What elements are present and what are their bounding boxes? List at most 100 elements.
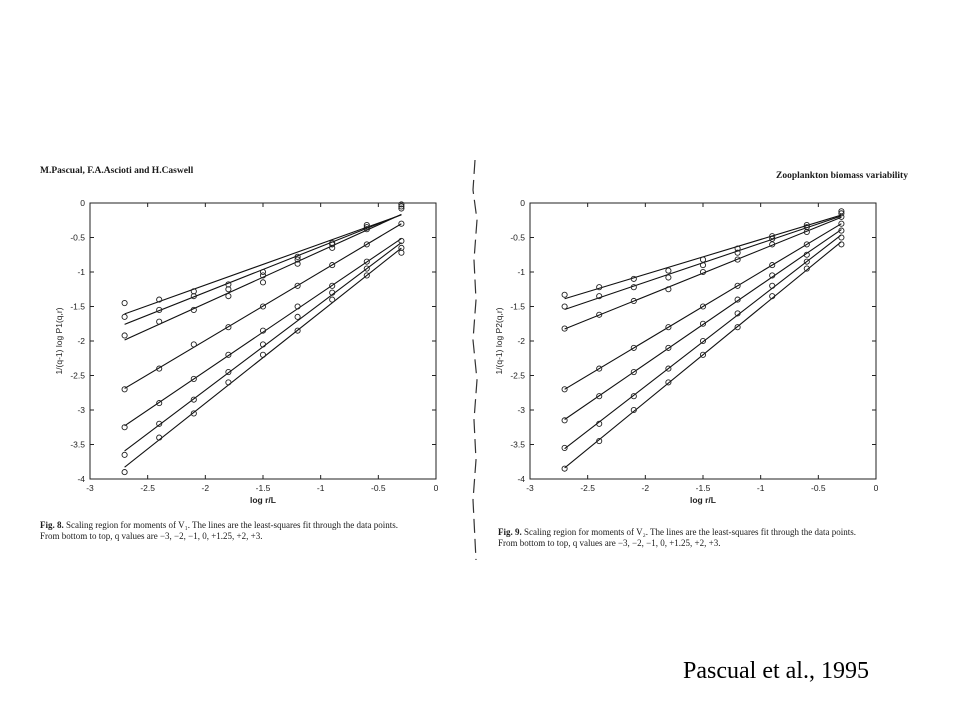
fig9-chart: -3 -2.5 -2 -1.5 -1 -0.5 0 0 -0.5 -1 -1.5 -2 -2.5 -3 -3… xyxy=(494,198,879,505)
data-point xyxy=(190,341,197,348)
y-tick-label: 0 xyxy=(520,198,525,208)
data-point xyxy=(294,256,301,263)
data-point xyxy=(121,386,128,393)
x-tick-label: 0 xyxy=(874,483,879,493)
series-q-minus1 xyxy=(121,237,405,431)
data-point xyxy=(630,393,637,400)
citation-credit: Pascual et al., 1995 xyxy=(683,658,869,684)
x-tick-label: -1.5 xyxy=(696,483,711,493)
data-point xyxy=(121,424,128,431)
data-point xyxy=(561,291,568,298)
plot-frame xyxy=(529,202,877,480)
y-tick-label: -3 xyxy=(517,405,525,415)
x-tick-label: -1 xyxy=(317,483,325,493)
data-point xyxy=(561,386,568,393)
fit-line xyxy=(124,223,402,389)
data-point xyxy=(734,249,741,256)
data-point xyxy=(630,368,637,376)
y-tick-label: -3 xyxy=(77,405,85,415)
data-point xyxy=(699,337,707,345)
data-point xyxy=(596,284,603,291)
data-point xyxy=(329,262,336,269)
data-point xyxy=(665,344,672,351)
fig8-caption-line2: From bottom to top, q values are −3, −2,… xyxy=(40,531,263,541)
data-point xyxy=(259,327,267,334)
x-tick-label: -2 xyxy=(642,483,650,493)
fig9-caption-label: Fig. 9. xyxy=(498,527,522,537)
data-point xyxy=(769,293,776,300)
y-tick-label: -0.5 xyxy=(510,233,525,243)
fig9-caption-line2: From bottom to top, q values are −3, −2,… xyxy=(498,538,721,548)
y-tick-label: -1 xyxy=(77,267,85,277)
x-axis-label: log r/L xyxy=(250,495,276,505)
data-point xyxy=(190,306,197,313)
data-point xyxy=(561,325,568,332)
data-point xyxy=(363,241,370,248)
series-q-2 xyxy=(561,210,845,310)
data-point xyxy=(259,268,267,276)
data-point xyxy=(398,205,405,212)
data-point xyxy=(665,365,672,372)
data-point xyxy=(121,332,128,339)
data-point xyxy=(225,379,232,386)
data-point xyxy=(665,286,672,293)
fit-line xyxy=(124,213,402,341)
data-point xyxy=(734,296,741,303)
data-point xyxy=(803,265,810,272)
data-point xyxy=(121,451,128,458)
data-point xyxy=(734,310,741,317)
y-tick-label: -2.5 xyxy=(70,371,85,381)
data-point xyxy=(699,268,707,276)
y-tick-label: -1 xyxy=(517,267,525,277)
data-point xyxy=(259,272,267,279)
data-point xyxy=(596,420,603,427)
y-tick-label: -1.5 xyxy=(510,302,525,312)
y-tick-label: -1.5 xyxy=(70,302,85,312)
data-point xyxy=(665,324,672,331)
data-point xyxy=(561,444,568,451)
data-point xyxy=(190,410,197,417)
data-point xyxy=(699,303,707,310)
data-point xyxy=(630,275,637,282)
series-q-minus2 xyxy=(561,234,845,451)
data-point xyxy=(630,406,637,414)
data-point xyxy=(596,393,603,400)
fit-line xyxy=(564,223,842,390)
series-q-0 xyxy=(121,220,405,393)
data-point xyxy=(398,220,405,227)
data-point xyxy=(665,267,672,274)
series-q-3 xyxy=(561,208,845,300)
data-point xyxy=(259,279,267,286)
fig9-caption-line1: Scaling region for moments of V₂. The li… xyxy=(521,527,856,537)
x-tick-label: -0.5 xyxy=(371,483,386,493)
data-point xyxy=(363,272,370,279)
y-axis-label: 1/(q-1) log P2(q,r) xyxy=(494,307,504,374)
data-point xyxy=(156,306,163,313)
series-q-minus3 xyxy=(561,241,845,472)
data-point xyxy=(294,313,301,320)
y-tick-label: -2 xyxy=(77,336,85,346)
data-point xyxy=(734,256,741,263)
data-point xyxy=(699,256,707,263)
data-point xyxy=(734,324,741,331)
data-point xyxy=(838,210,845,217)
data-point xyxy=(225,324,232,331)
data-point xyxy=(156,420,163,427)
data-point xyxy=(329,239,336,247)
data-point xyxy=(225,293,232,300)
fit-line xyxy=(564,234,842,450)
data-point xyxy=(156,434,163,441)
y-tick-label: 0 xyxy=(80,198,85,208)
data-point xyxy=(190,396,197,403)
x-tick-label: -1.5 xyxy=(256,483,271,493)
data-point xyxy=(838,227,845,234)
data-point xyxy=(156,400,163,407)
data-point xyxy=(803,241,810,248)
left-page-header: M.Pascual, F.A.Ascioti and H.Caswell xyxy=(40,166,194,176)
data-point xyxy=(769,272,776,279)
data-point xyxy=(121,313,128,320)
data-point xyxy=(156,318,163,325)
data-point xyxy=(699,320,707,327)
data-point xyxy=(561,417,568,424)
y-tick-label: -2 xyxy=(517,336,525,346)
